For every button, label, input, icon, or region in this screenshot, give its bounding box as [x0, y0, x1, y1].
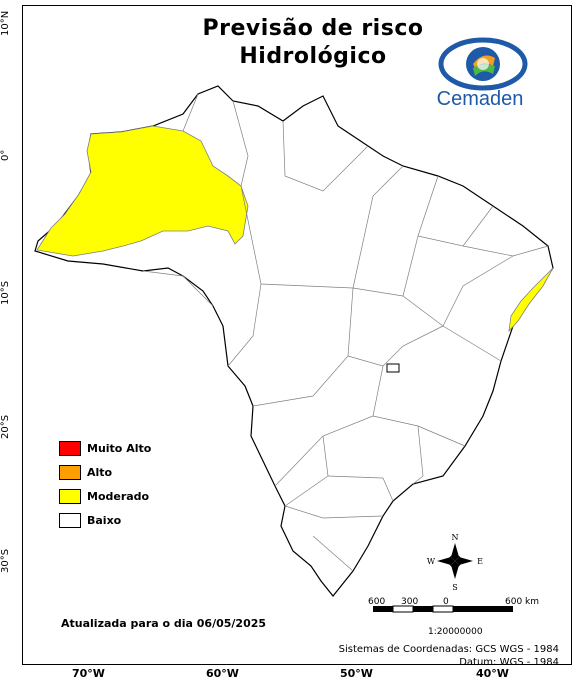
cemaden-logo-text: Cemaden [436, 88, 524, 110]
compass-n: N [452, 533, 459, 542]
legend-swatch-moderado [59, 488, 81, 504]
x-label-60w: 60°W [206, 667, 239, 680]
scale-label-300: 300 [401, 597, 419, 607]
legend-item-alto: Alto [59, 460, 151, 484]
legend-item-moderado: Moderado [59, 484, 151, 508]
moderate-region-amazonas[interactable] [36, 125, 249, 257]
scale-label-0: 0 [443, 597, 449, 607]
federal-district[interactable] [386, 363, 400, 373]
y-label-30s: 30°S [0, 548, 11, 574]
legend-swatch-alto [59, 464, 81, 480]
cemaden-eye-logo-icon [438, 37, 528, 91]
legend-item-baixo: Baixo [59, 508, 151, 532]
coordinate-system-text: Sistemas de Coordenadas: GCS WGS - 1984 [338, 644, 559, 655]
brazil-map[interactable]: N S E W [23, 6, 572, 665]
legend-swatch-muito-alto [59, 440, 81, 456]
state-borders [142, 93, 549, 572]
y-label-0: 0° [0, 149, 11, 161]
datum-text: Datum: WGS - 1984 [459, 657, 559, 665]
legend-label-alto: Alto [87, 465, 113, 479]
x-label-50w: 50°W [340, 667, 373, 680]
legend-label-baixo: Baixo [87, 513, 122, 527]
map-title-line1: Previsão de risco [202, 16, 424, 41]
x-label-40w: 40°W [476, 667, 509, 680]
legend-label-moderado: Moderado [87, 489, 150, 503]
compass-e: E [477, 557, 483, 566]
compass-rose: N S E W [427, 533, 483, 592]
map-frame: N S E W Previsão de risco Hidrológico Ce… [22, 5, 572, 665]
compass-w: W [427, 557, 436, 566]
scale-ratio: 1:20000000 [428, 627, 483, 637]
scale-label-600-left: 600 [368, 597, 386, 607]
updated-date-text: Atualizada para o dia 06/05/2025 [61, 617, 267, 630]
moderate-region-coast[interactable] [508, 267, 554, 333]
compass-s: S [452, 583, 457, 592]
legend: Muito Alto Alto Moderado Baixo [59, 436, 151, 532]
legend-label-muito-alto: Muito Alto [87, 441, 152, 455]
scale-label-600-km: 600 km [505, 597, 540, 607]
y-label-20s: 20°S [0, 414, 11, 440]
map-title-line2: Hidrológico [239, 44, 387, 69]
y-label-10n: 10°N [0, 10, 11, 36]
legend-item-muito-alto: Muito Alto [59, 436, 151, 460]
y-label-10s: 10°S [0, 280, 11, 306]
scale-bar [373, 605, 513, 613]
legend-swatch-baixo [59, 512, 81, 528]
x-label-70w: 70°W [72, 667, 105, 680]
